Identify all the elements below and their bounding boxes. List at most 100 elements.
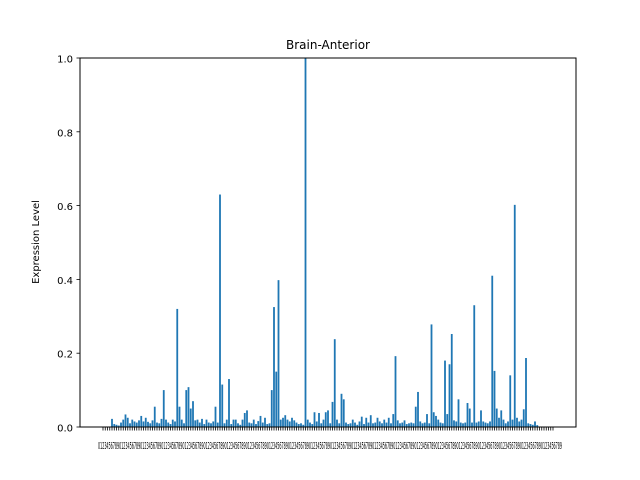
y-tick-label: 0.4 xyxy=(57,276,73,287)
bar xyxy=(378,421,381,427)
bar xyxy=(354,422,356,427)
bar xyxy=(360,416,363,427)
bar xyxy=(111,418,113,427)
bar xyxy=(345,422,347,427)
bar xyxy=(475,422,478,427)
bar xyxy=(412,423,415,427)
bar xyxy=(327,410,329,427)
bar xyxy=(507,421,509,427)
bar xyxy=(336,419,338,427)
y-tick-label: 1.0 xyxy=(57,55,73,66)
bar xyxy=(320,423,323,427)
bar xyxy=(399,423,401,427)
bar xyxy=(387,417,390,427)
bar xyxy=(147,421,149,427)
bar xyxy=(230,424,233,427)
bar xyxy=(167,422,170,427)
bar xyxy=(176,308,179,427)
bar xyxy=(509,375,512,427)
bar xyxy=(318,412,320,427)
bar xyxy=(259,415,262,427)
bar xyxy=(374,422,377,427)
bar xyxy=(441,423,444,427)
bar xyxy=(117,425,120,427)
bar xyxy=(293,420,296,427)
bar xyxy=(282,417,284,427)
bar xyxy=(498,417,500,427)
bar xyxy=(484,422,487,427)
bar xyxy=(419,421,422,427)
y-tick-label: 0.8 xyxy=(57,128,73,139)
bar xyxy=(500,410,503,427)
bar xyxy=(423,422,426,427)
bar xyxy=(198,422,201,427)
bar xyxy=(210,423,212,427)
bar xyxy=(405,424,408,427)
bar xyxy=(228,379,230,427)
bar xyxy=(536,425,539,427)
bar xyxy=(171,419,174,427)
bar xyxy=(232,419,235,427)
bar xyxy=(432,412,435,427)
bar xyxy=(268,423,271,427)
bar xyxy=(309,422,311,427)
plot-frame xyxy=(79,57,577,428)
bar xyxy=(525,358,527,427)
bar xyxy=(297,424,300,427)
y-axis-label: Expression Level xyxy=(31,200,42,284)
bar xyxy=(403,420,406,427)
bar xyxy=(365,417,368,427)
bar xyxy=(165,419,167,427)
bar xyxy=(284,415,287,427)
bar xyxy=(394,356,397,427)
bar xyxy=(527,423,530,427)
bar xyxy=(243,412,246,427)
y-tick-label: 0.6 xyxy=(57,202,73,213)
bar xyxy=(180,419,183,427)
bar xyxy=(279,419,282,427)
bar xyxy=(255,424,257,427)
bar xyxy=(266,424,269,427)
bar xyxy=(486,423,489,427)
bar xyxy=(520,419,523,427)
bar xyxy=(156,422,158,427)
bar xyxy=(286,419,289,427)
bar xyxy=(223,423,226,427)
bar xyxy=(129,423,131,427)
bar xyxy=(421,423,424,427)
bar xyxy=(396,420,399,427)
y-tick-label: 0.2 xyxy=(57,350,73,361)
bar xyxy=(385,422,388,427)
bar xyxy=(482,421,485,427)
bar xyxy=(153,406,156,427)
bar xyxy=(270,390,273,427)
bar xyxy=(113,424,116,427)
bar xyxy=(473,305,476,427)
bar xyxy=(306,419,309,427)
bar xyxy=(207,422,210,427)
bar xyxy=(324,412,327,427)
bar xyxy=(480,410,482,427)
bar xyxy=(331,401,334,427)
x-tick-labels: 0123456789012345678901234567890123456789… xyxy=(98,441,562,452)
bar xyxy=(275,371,278,427)
bar xyxy=(459,422,462,427)
bar xyxy=(462,423,464,427)
bar xyxy=(516,417,518,427)
bar xyxy=(311,424,314,427)
bar xyxy=(369,415,372,427)
bar xyxy=(390,423,392,427)
bar xyxy=(435,415,437,427)
y-ticks-group: 0.0 0.2 0.4 0.6 0.8 1.0 xyxy=(57,55,80,435)
bar xyxy=(250,423,253,427)
bar xyxy=(349,423,352,427)
bar xyxy=(252,419,255,427)
bar xyxy=(464,422,467,427)
bar xyxy=(333,339,336,427)
bar xyxy=(225,419,228,427)
bar xyxy=(437,419,440,427)
bar xyxy=(408,423,410,427)
bar xyxy=(234,419,237,427)
